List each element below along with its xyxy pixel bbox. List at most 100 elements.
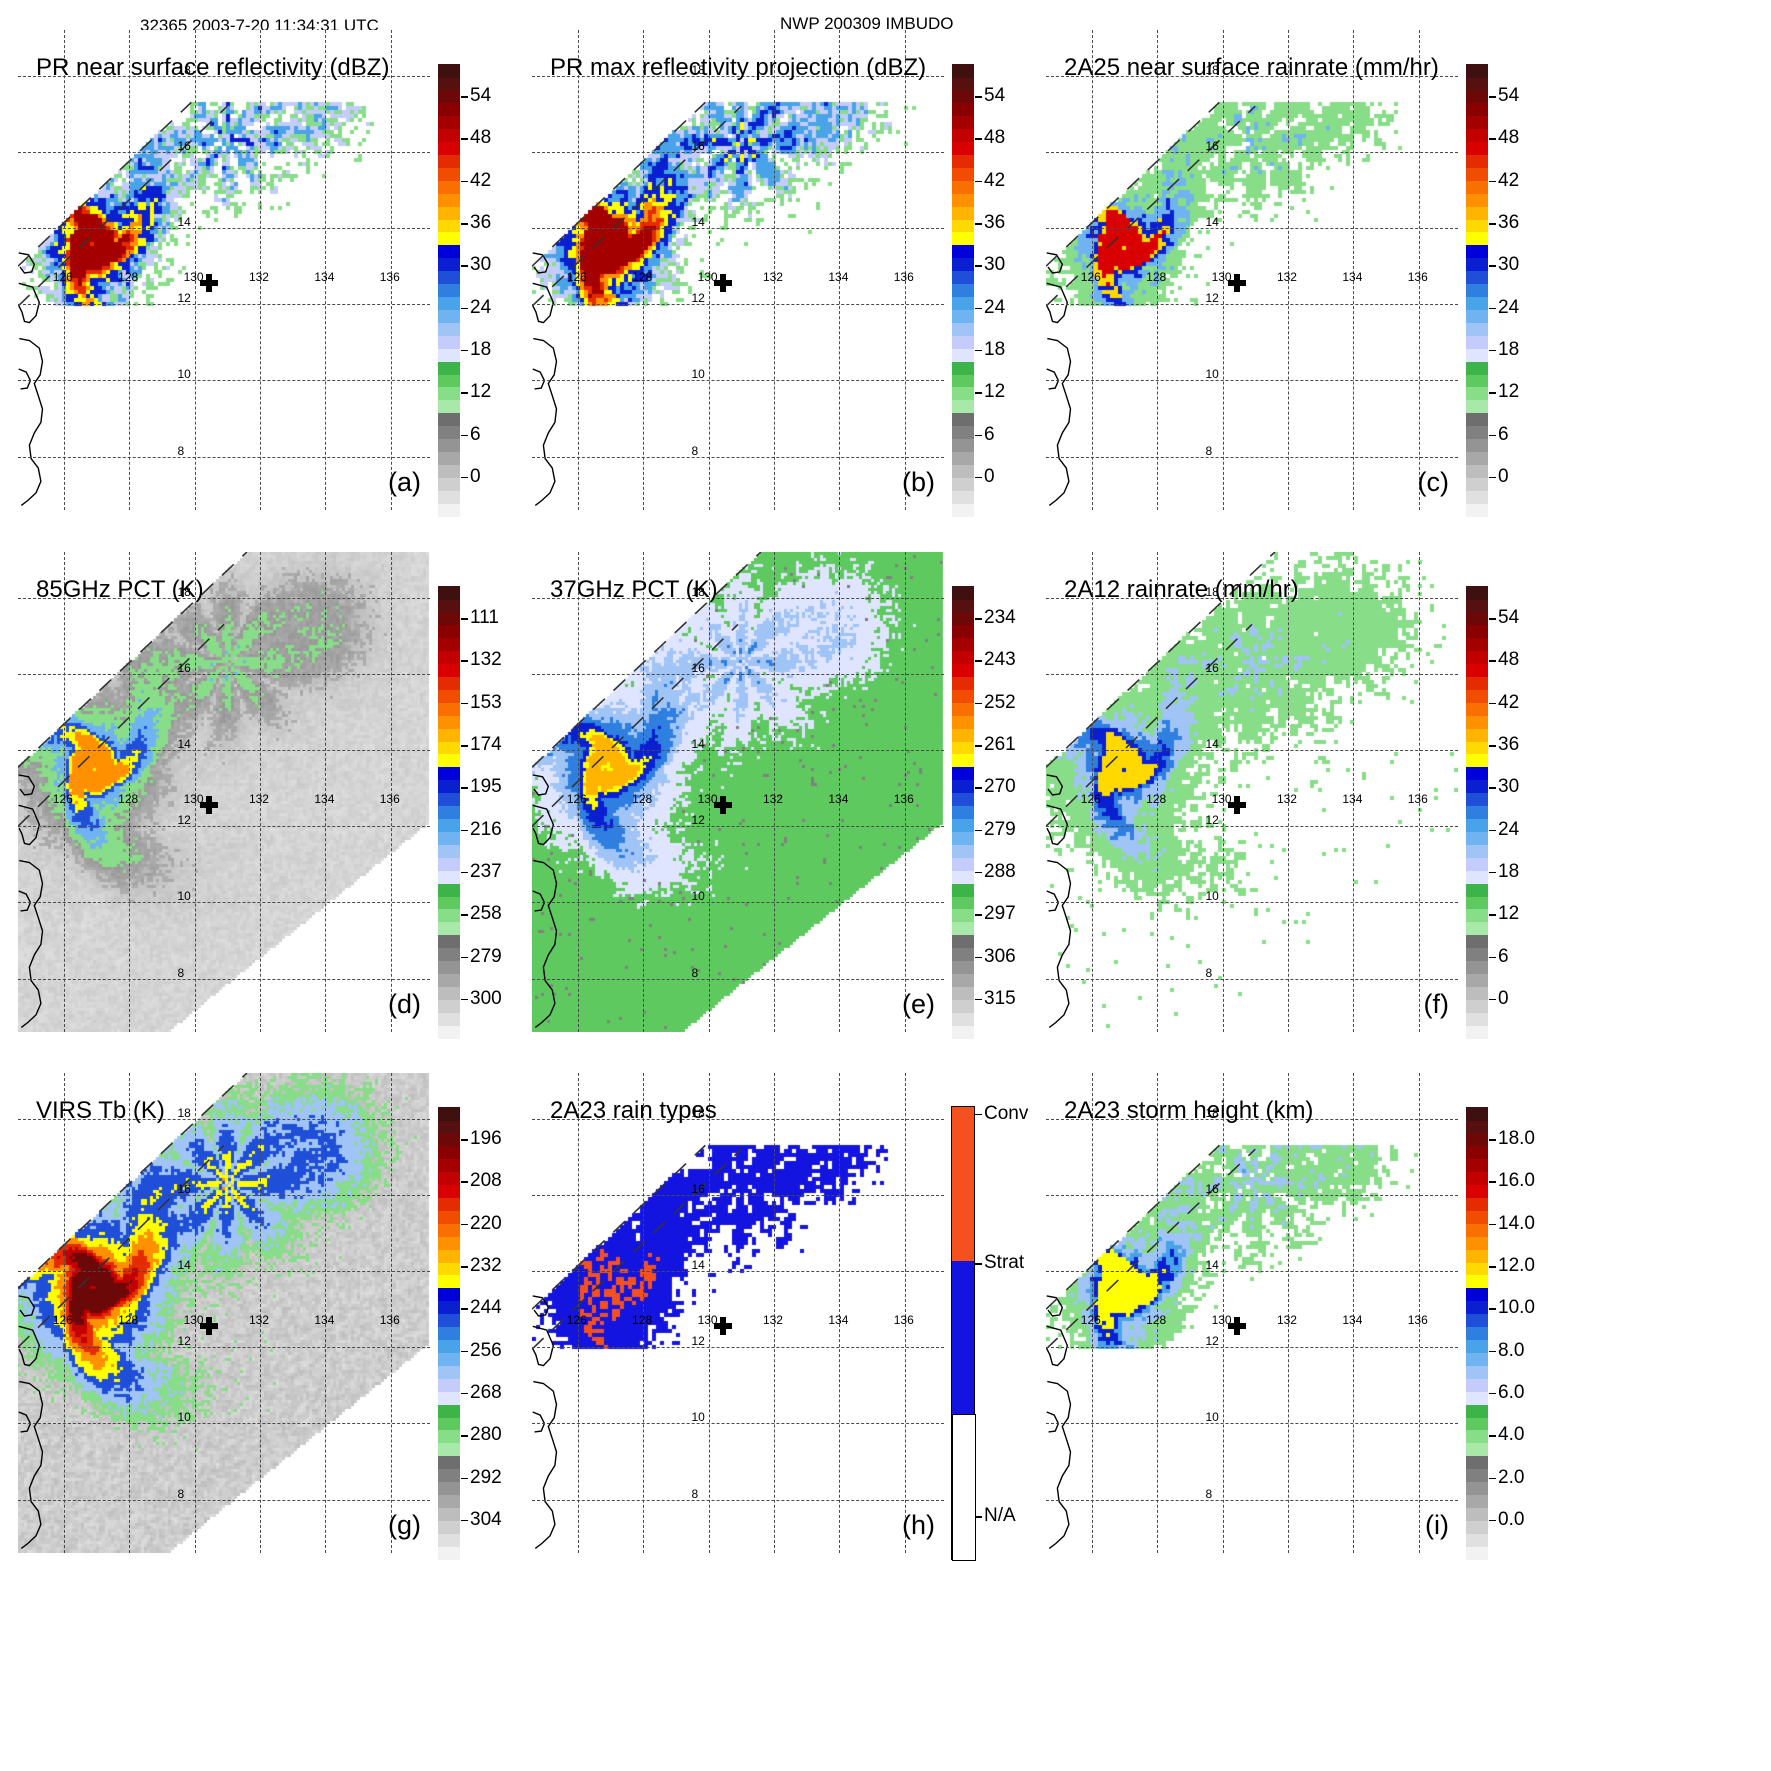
colorbar-segment — [1466, 335, 1488, 349]
storm-center-cross-icon — [714, 796, 733, 815]
colorbar-segment — [438, 831, 460, 845]
colorbar-tick-label: 12.0 — [1489, 1254, 1535, 1276]
lat-tick-label: 12 — [691, 291, 705, 306]
colorbar-segment — [952, 464, 974, 478]
colorbar-segment — [1466, 1494, 1488, 1508]
panel-i: 126 128 130 132 134 136 8 10 12 14 16 18 2A23 storm … — [1046, 1073, 1535, 1560]
colorbar-segment — [952, 412, 974, 427]
colorbar-tick-label: 6 — [461, 423, 481, 445]
colorbar-segment — [1466, 1520, 1488, 1534]
gridline-lon-130 — [1222, 1073, 1224, 1553]
panel-label-i: (i) — [1425, 1510, 1449, 1540]
colorbar-tick-label: 208 — [461, 1170, 502, 1192]
gridline-lat-14 — [1046, 1271, 1458, 1273]
gridline-lat-8 — [18, 1499, 430, 1501]
lat-tick-label: 10 — [1205, 367, 1219, 382]
lon-tick-label: 128 — [632, 270, 653, 285]
colorbar-segment — [1466, 973, 1488, 987]
lat-tick-label: 12 — [1205, 291, 1219, 306]
colorbar-segment — [438, 663, 460, 677]
colorbar-segment — [1466, 624, 1488, 639]
lat-tick-label: 8 — [1205, 1486, 1213, 1501]
colorbar-segment — [952, 870, 974, 884]
lat-tick-label: 16 — [691, 660, 705, 675]
lat-tick-label: 14 — [1205, 215, 1219, 230]
gridline-lat-18 — [1046, 75, 1458, 77]
gridline-lat-10 — [1046, 380, 1458, 382]
colorbar-segment — [1466, 1287, 1488, 1302]
data-raster-d — [18, 552, 430, 1032]
lat-tick-label: 10 — [177, 1410, 191, 1425]
colorbar-segment — [952, 206, 974, 220]
gridline-lat-14 — [18, 750, 430, 752]
gridline-lat-10 — [532, 902, 944, 904]
colorbar-segment — [1466, 206, 1488, 220]
colorbar-segment — [438, 451, 460, 465]
colorbar-segment — [1466, 1274, 1488, 1289]
lat-tick-label: 10 — [691, 1410, 705, 1425]
colorbar-segment — [1466, 986, 1488, 1000]
colorbar-segment — [952, 663, 974, 677]
colorbar-tick-label: 36 — [460, 211, 492, 233]
gridline-lon-130 — [1222, 30, 1224, 510]
colorbar-segment — [952, 283, 974, 298]
lon-tick-label: 134 — [828, 270, 849, 285]
colorbar-segment — [952, 611, 974, 626]
colorbar-segment — [438, 1339, 460, 1353]
colorbar-segment — [952, 490, 974, 504]
coastline-h — [532, 1144, 742, 1549]
colorbar-segment — [952, 373, 974, 388]
colorbar-segment — [952, 986, 974, 1000]
colorbar-segment — [438, 1365, 460, 1379]
colorbar-segment — [1466, 999, 1488, 1013]
colorbar-segment — [438, 76, 460, 91]
colorbar-tick-label: 16.0 — [1489, 1170, 1535, 1192]
colorbar-tick-label: 2.0 — [1488, 1466, 1525, 1488]
coastline-b — [532, 101, 742, 506]
lon-tick-label: 128 — [632, 1313, 653, 1328]
colorbar-segment — [1466, 1429, 1488, 1444]
colorbar-ticks-i: 18.0 16.0 14.0 12.0 10.0 8.0 6.0 4.0 2.0 0.0 — [1488, 1107, 1568, 1559]
colorbar-segment — [438, 1274, 460, 1289]
colorbar-segment — [1466, 934, 1488, 949]
colorbar-tick-label: 4.0 — [1488, 1424, 1525, 1446]
lat-tick-label: 16 — [177, 660, 191, 675]
lat-tick-label: 18 — [691, 62, 705, 77]
lon-tick-label: 136 — [1407, 270, 1428, 285]
lat-tick-label: 10 — [177, 889, 191, 904]
colorbar-tick-label: 48 — [460, 127, 492, 149]
lat-tick-label: 16 — [691, 1181, 705, 1196]
lat-tick-label: 14 — [691, 737, 705, 752]
colorbar-segment — [1466, 373, 1488, 388]
colorbar-segment — [952, 309, 974, 323]
colorbar-tick-label: 0 — [1489, 465, 1509, 487]
colorbar-segment — [438, 64, 460, 78]
colorbar-segment — [952, 650, 974, 665]
lon-tick-label: 132 — [248, 792, 269, 807]
lat-tick-label: 18 — [691, 1105, 705, 1120]
colorbar-ticks-f: 54 48 42 36 30 24 18 12 6 0 — [1488, 586, 1568, 1038]
colorbar-segment — [1466, 870, 1488, 884]
lat-tick-label: 16 — [691, 138, 705, 153]
gridline-lat-8 — [532, 978, 944, 980]
colorbar-tick-label: 12 — [974, 381, 1006, 403]
gridline-lon-128 — [1157, 1073, 1159, 1553]
colorbar-tick-label: 174 — [461, 733, 502, 755]
coastline-a — [18, 101, 228, 506]
storm-center-cross-icon — [1228, 1317, 1247, 1336]
colorbar-segment — [1466, 715, 1488, 729]
gridline-lat-18 — [18, 1118, 430, 1120]
lon-tick-label: 130 — [1211, 270, 1232, 285]
lon-tick-label: 136 — [379, 1313, 400, 1328]
lon-tick-label: 136 — [893, 1313, 914, 1328]
lat-tick-label: 16 — [1205, 138, 1219, 153]
lat-tick-label: 8 — [1205, 965, 1213, 980]
colorbar-tick-label: 297 — [975, 903, 1016, 925]
colorbar-segment — [438, 779, 460, 794]
lon-tick-label: 128 — [1146, 270, 1167, 285]
panel-title-d: 85GHz PCT (K) — [36, 576, 204, 603]
colorbar-segment — [952, 361, 974, 375]
lon-tick-label: 130 — [183, 270, 204, 285]
gridline-lat-12 — [1046, 1347, 1458, 1349]
lon-tick-label: 132 — [1276, 792, 1297, 807]
